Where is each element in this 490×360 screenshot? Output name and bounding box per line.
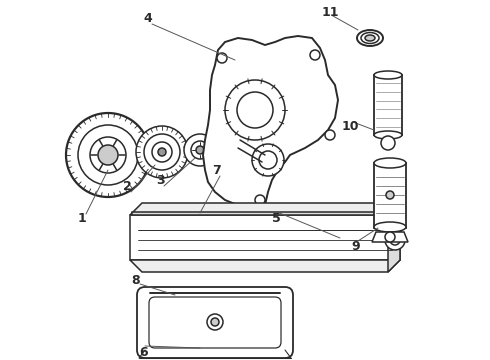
Circle shape bbox=[152, 142, 172, 162]
Circle shape bbox=[191, 141, 209, 159]
Polygon shape bbox=[130, 203, 400, 215]
Polygon shape bbox=[372, 232, 408, 242]
FancyBboxPatch shape bbox=[137, 287, 293, 358]
Circle shape bbox=[90, 137, 126, 173]
FancyBboxPatch shape bbox=[149, 297, 281, 348]
Bar bbox=[374, 163, 406, 228]
Circle shape bbox=[252, 144, 284, 176]
Circle shape bbox=[78, 125, 138, 185]
Ellipse shape bbox=[357, 30, 383, 46]
Polygon shape bbox=[203, 36, 338, 208]
Circle shape bbox=[98, 145, 118, 165]
Circle shape bbox=[386, 191, 394, 199]
Text: 3: 3 bbox=[156, 174, 164, 186]
Ellipse shape bbox=[374, 131, 402, 139]
Text: 6: 6 bbox=[140, 346, 148, 359]
Bar bbox=[374, 75, 402, 135]
Circle shape bbox=[385, 230, 405, 250]
Ellipse shape bbox=[365, 35, 375, 41]
Circle shape bbox=[237, 92, 273, 128]
Circle shape bbox=[211, 318, 219, 326]
Text: 8: 8 bbox=[132, 274, 140, 287]
Polygon shape bbox=[130, 260, 400, 272]
Text: 11: 11 bbox=[321, 5, 339, 18]
Circle shape bbox=[66, 113, 150, 197]
Circle shape bbox=[310, 50, 320, 60]
Circle shape bbox=[217, 53, 227, 63]
Circle shape bbox=[325, 130, 335, 140]
Circle shape bbox=[207, 314, 223, 330]
Polygon shape bbox=[132, 212, 398, 215]
Circle shape bbox=[385, 232, 395, 242]
Polygon shape bbox=[388, 203, 400, 272]
Text: 7: 7 bbox=[212, 163, 220, 176]
Circle shape bbox=[196, 146, 204, 154]
Circle shape bbox=[184, 134, 216, 166]
Circle shape bbox=[255, 195, 265, 205]
Circle shape bbox=[136, 126, 188, 178]
Circle shape bbox=[225, 80, 285, 140]
Circle shape bbox=[144, 134, 180, 170]
Ellipse shape bbox=[374, 158, 406, 168]
Text: 1: 1 bbox=[77, 211, 86, 225]
Ellipse shape bbox=[374, 222, 406, 232]
Bar bbox=[130, 215, 400, 260]
Ellipse shape bbox=[361, 32, 379, 44]
Circle shape bbox=[390, 235, 400, 245]
Text: 5: 5 bbox=[271, 211, 280, 225]
Circle shape bbox=[158, 148, 166, 156]
Text: 4: 4 bbox=[144, 12, 152, 24]
Ellipse shape bbox=[374, 71, 402, 79]
Circle shape bbox=[381, 136, 395, 150]
Text: 10: 10 bbox=[341, 120, 359, 132]
Text: 9: 9 bbox=[352, 239, 360, 252]
Text: 2: 2 bbox=[122, 180, 131, 193]
Circle shape bbox=[259, 151, 277, 169]
